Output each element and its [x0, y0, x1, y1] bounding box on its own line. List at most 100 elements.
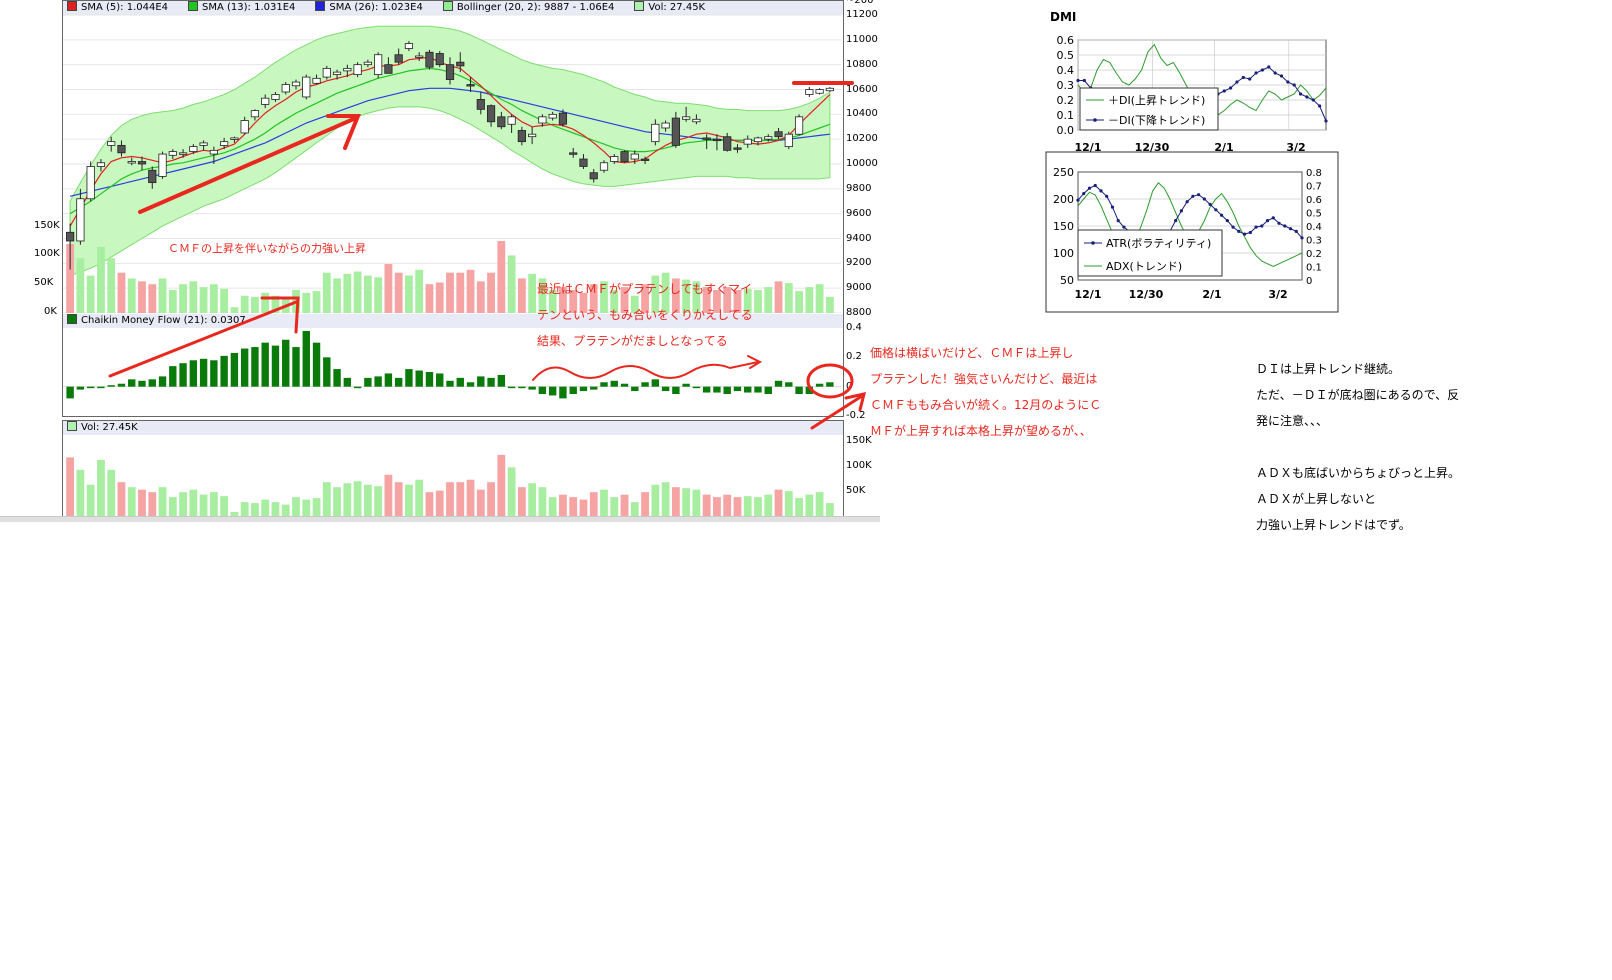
dmi-top-ytick: 0.5 — [1057, 49, 1075, 62]
atr-ytick: 150 — [1053, 220, 1074, 233]
candle-body — [230, 137, 239, 140]
volume-bar — [487, 482, 495, 517]
overlay-volume-bar — [487, 272, 495, 313]
candle-body — [240, 120, 249, 134]
volume-chart — [66, 454, 834, 517]
overlay-volume-bar — [240, 295, 249, 313]
cmf-bar — [641, 382, 649, 387]
candle-body — [764, 136, 773, 140]
volume-bar — [733, 497, 742, 517]
candle-body — [86, 166, 95, 200]
di-note-line — [1256, 434, 1486, 460]
price-tick-label: 10800 — [846, 58, 878, 70]
overlay-volume-bar — [476, 281, 485, 313]
candle-body — [640, 158, 650, 161]
atr-line-point — [1237, 229, 1241, 233]
overlay-volume-bar — [733, 289, 742, 313]
volume-bar — [353, 481, 362, 517]
atr-line-point — [1219, 213, 1224, 217]
volume-bar — [415, 479, 424, 517]
di-note: ＤＩは上昇トレンド継続。 ただ、－ＤＩが底ね圏にあるので、反 発に注意、、、 Ａ… — [1256, 356, 1486, 538]
overlay-volume-bar — [702, 287, 711, 313]
overlay-volume-bar — [764, 287, 773, 313]
candle-body — [466, 84, 475, 87]
overlay-volume-bar — [620, 287, 629, 313]
overlay-volume-bar — [548, 289, 557, 313]
overlay-volume-bar — [774, 281, 783, 313]
cmf-bar — [323, 357, 331, 387]
adx-ytick: 0.5 — [1306, 209, 1322, 220]
cmf-bar — [744, 386, 752, 393]
volume-tick-label: 50K — [846, 485, 866, 497]
overlay-volume-bar — [795, 291, 803, 313]
overlay-volume-bar — [374, 277, 383, 313]
candle-body — [107, 141, 116, 146]
atr-ytick: 50 — [1060, 274, 1074, 287]
atr-line-point — [1191, 194, 1195, 198]
minus-di-line-point — [1076, 78, 1080, 83]
minus-di-line-point — [1324, 119, 1328, 123]
candle-body — [76, 198, 85, 242]
atr-line-point — [1202, 197, 1206, 201]
di-note-line: ただ、－ＤＩが底ね圏にあるので、反 — [1256, 388, 1460, 402]
overlay-volume-bar — [86, 275, 95, 313]
candle-body — [199, 142, 208, 146]
candle-body — [332, 71, 342, 76]
candle-body — [671, 117, 680, 146]
atr-ytick: 200 — [1053, 193, 1074, 206]
cmf-bar — [774, 380, 783, 387]
atr-line-point — [1122, 225, 1126, 229]
overlay-volume-bar — [507, 255, 516, 313]
candle-body — [322, 67, 331, 78]
dmi-bottom-xtick: 12/1 — [1075, 288, 1102, 301]
candle-body — [117, 144, 126, 154]
legend-label: SMA (5): 1.044E4 — [81, 2, 169, 13]
cmf-bar — [733, 386, 742, 392]
volume-bar — [230, 512, 239, 517]
overlay-volume-bar — [497, 241, 506, 313]
minus-di-line-point — [1286, 80, 1290, 84]
overlay-volume-bar — [723, 287, 732, 313]
atr-ytick: 100 — [1053, 247, 1074, 260]
volume-tick-label: 50K — [34, 277, 54, 289]
overlay-volume-bar — [302, 292, 311, 313]
recent-note: 最近はＣＭＦがプラテンしてもすぐマイ テンという、もみ合いをくりかえしてる 結果… — [537, 276, 777, 354]
bottom-scrollbar[interactable] — [0, 516, 880, 522]
candle-body — [528, 133, 537, 138]
cmf-bar — [251, 347, 259, 387]
minus-di-line-point — [1273, 71, 1277, 75]
cmf-bar — [713, 386, 721, 393]
volume-bar — [795, 498, 803, 517]
volume-bar — [456, 482, 465, 517]
volume-bar — [702, 494, 711, 517]
overlay-volume-bar — [271, 295, 280, 313]
dmi-top-legend-box — [1079, 87, 1219, 131]
atr-line-point — [1174, 219, 1178, 223]
candle-body — [712, 138, 722, 142]
volume-bar — [661, 482, 670, 517]
price-tick-label: 8800 — [846, 307, 872, 318]
adx-ytick: 0.3 — [1306, 236, 1322, 247]
volume-bar — [517, 487, 526, 517]
cmf-bar — [179, 363, 187, 387]
candle-body — [96, 162, 106, 167]
overlay-volume-bar — [209, 284, 218, 313]
candle-body — [753, 137, 763, 143]
candle-body — [271, 94, 280, 100]
dmi-top-ytick: 0.6 — [1057, 34, 1075, 47]
volume-bar — [528, 483, 537, 517]
candle-body — [599, 162, 609, 171]
cmf-bar — [723, 386, 731, 394]
candle-body — [569, 152, 578, 155]
cmf-tick-label: 0 — [846, 380, 853, 392]
candle-body — [394, 54, 403, 63]
overlay-volume-bar — [168, 289, 177, 313]
atr-line-point — [1082, 192, 1086, 196]
candle-body — [784, 133, 793, 148]
cmf-bar — [189, 360, 198, 387]
dmi-top-ytick: 0.3 — [1057, 79, 1075, 92]
volume-bar — [825, 503, 834, 517]
legend-entry: SMA (26): 1.023E4 — [311, 1, 423, 15]
volume-bar — [322, 482, 331, 517]
overlay-volume-bar — [353, 271, 362, 313]
